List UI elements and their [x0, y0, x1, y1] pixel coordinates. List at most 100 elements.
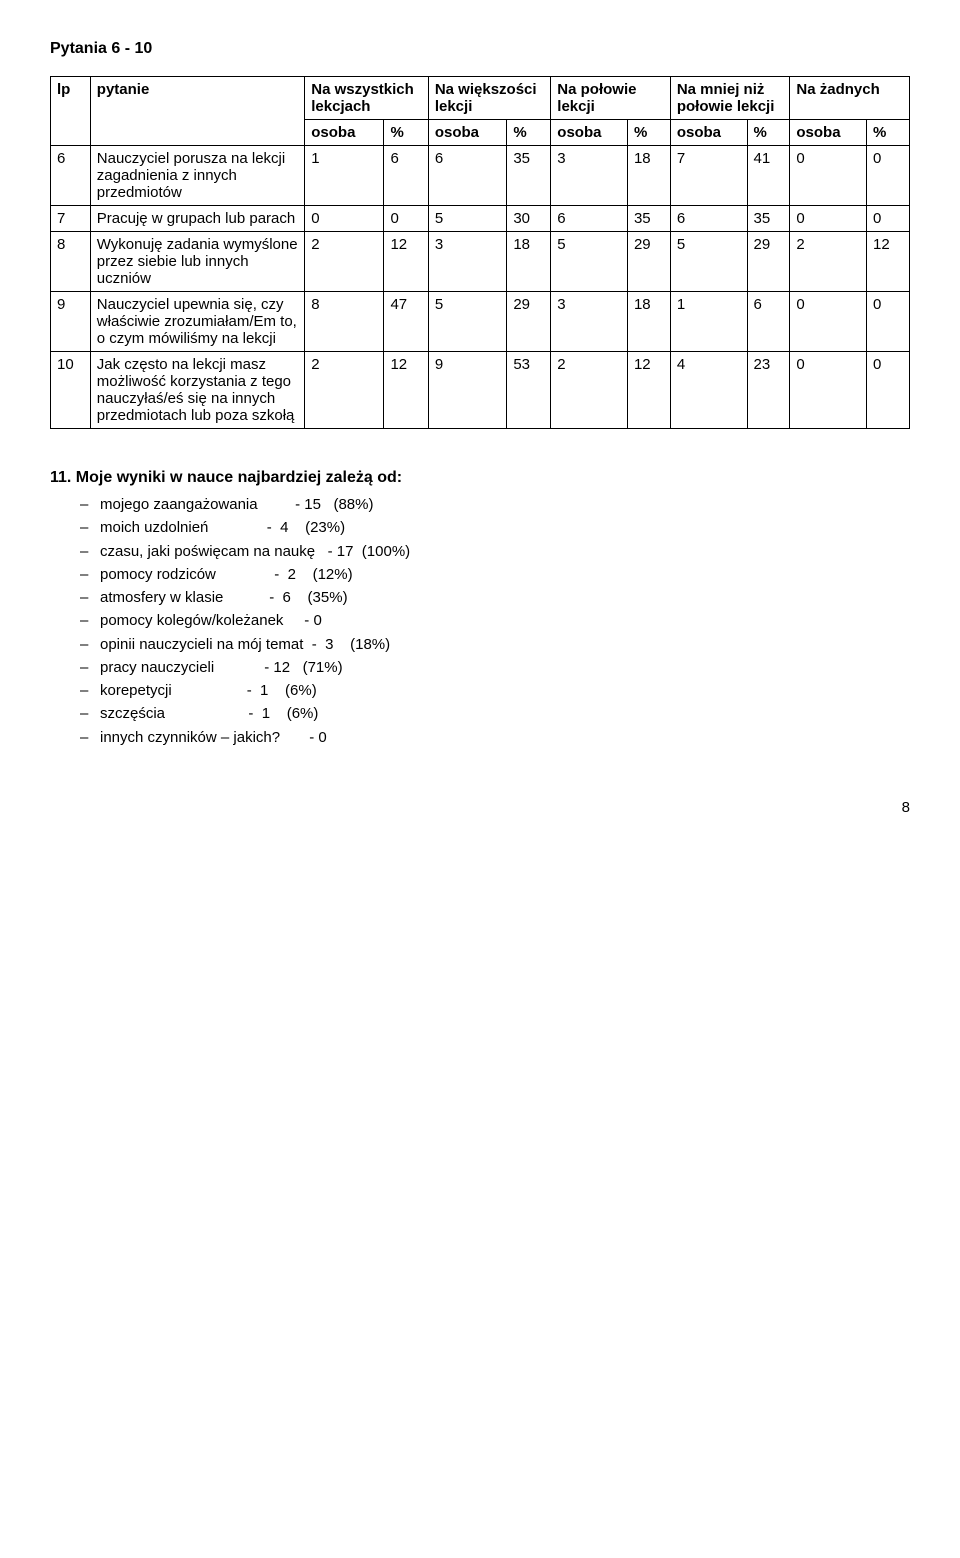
table-row: 6 Nauczyciel porusza na lekcji zagadnieni…	[51, 146, 910, 206]
cell-pct: 18	[507, 232, 551, 292]
page-number: 8	[50, 799, 910, 816]
col-pct: %	[747, 120, 790, 146]
cell-osoba: 2	[305, 232, 384, 292]
cell-lp: 10	[51, 352, 91, 429]
cell-pct: 12	[384, 352, 428, 429]
cell-osoba: 5	[428, 292, 507, 352]
cell-osoba: 2	[551, 352, 628, 429]
answer-label: pracy nauczycieli	[100, 656, 264, 679]
answer-value: - 0	[309, 726, 327, 749]
col-pct: %	[384, 120, 428, 146]
cell-osoba: 3	[551, 146, 628, 206]
cell-osoba: 0	[790, 352, 867, 429]
question-11-list: mojego zaangażowania - 15 (88%)moich uzd…	[50, 493, 910, 749]
cell-pct: 0	[867, 146, 910, 206]
cell-pct: 0	[867, 292, 910, 352]
answer-label: atmosfery w klasie	[100, 586, 269, 609]
col-wiekszosci: Na większości lekcji	[428, 77, 550, 120]
cell-osoba: 0	[790, 146, 867, 206]
cell-osoba: 0	[790, 292, 867, 352]
cell-osoba: 0	[305, 206, 384, 232]
cell-osoba: 4	[670, 352, 747, 429]
cell-pytanie: Wykonuję zadania wymyślone przez siebie …	[90, 232, 304, 292]
answer-value: - 2 (12%)	[274, 563, 352, 586]
cell-pct: 0	[867, 206, 910, 232]
col-wszystkich: Na wszystkich lekcjach	[305, 77, 429, 120]
cell-osoba: 6	[551, 206, 628, 232]
cell-osoba: 6	[670, 206, 747, 232]
col-pct: %	[867, 120, 910, 146]
cell-pct: 35	[507, 146, 551, 206]
question-11-title: 11. Moje wyniki w nauce najbardziej zale…	[50, 469, 910, 487]
table-row: 7Pracuję w grupach lub parach00530635635…	[51, 206, 910, 232]
answer-label: czasu, jaki poświęcam na naukę	[100, 540, 328, 563]
cell-pct: 12	[867, 232, 910, 292]
cell-osoba: 8	[305, 292, 384, 352]
col-zadnych: Na żadnych	[790, 77, 910, 120]
cell-osoba: 3	[551, 292, 628, 352]
col-pct: %	[507, 120, 551, 146]
col-osoba: osoba	[551, 120, 628, 146]
cell-pct: 29	[627, 232, 670, 292]
list-item: szczęścia - 1 (6%)	[80, 702, 910, 725]
col-osoba: osoba	[670, 120, 747, 146]
cell-pytanie: Nauczyciel porusza na lekcji zagadnienia…	[90, 146, 304, 206]
cell-osoba: 2	[305, 352, 384, 429]
answer-value: - 17 (100%)	[328, 540, 411, 563]
col-mniej: Na mniej niż połowie lekcji	[670, 77, 790, 120]
list-item: mojego zaangażowania - 15 (88%)	[80, 493, 910, 516]
cell-pct: 47	[384, 292, 428, 352]
cell-osoba: 9	[428, 352, 507, 429]
answer-label: mojego zaangażowania	[100, 493, 295, 516]
list-item: atmosfery w klasie - 6 (35%)	[80, 586, 910, 609]
cell-pct: 18	[627, 292, 670, 352]
col-pytanie: pytanie	[90, 77, 304, 146]
cell-pct: 29	[747, 232, 790, 292]
answer-label: innych czynników – jakich?	[100, 726, 309, 749]
answer-value: - 1 (6%)	[247, 679, 317, 702]
cell-pytanie: Nauczyciel upewnia się, czy właściwie zr…	[90, 292, 304, 352]
cell-pct: 53	[507, 352, 551, 429]
col-pct: %	[627, 120, 670, 146]
cell-osoba: 0	[790, 206, 867, 232]
list-item: moich uzdolnień - 4 (23%)	[80, 516, 910, 539]
cell-osoba: 1	[670, 292, 747, 352]
answer-label: pomocy rodziców	[100, 563, 274, 586]
cell-lp: 7	[51, 206, 91, 232]
cell-lp: 9	[51, 292, 91, 352]
cell-pct: 23	[747, 352, 790, 429]
answer-label: pomocy kolegów/koleżanek	[100, 609, 304, 632]
col-lp: lp	[51, 77, 91, 146]
cell-osoba: 5	[670, 232, 747, 292]
cell-osoba: 7	[670, 146, 747, 206]
col-polowie: Na połowie lekcji	[551, 77, 671, 120]
list-item: czasu, jaki poświęcam na naukę - 17 (100…	[80, 540, 910, 563]
list-item: innych czynników – jakich? - 0	[80, 726, 910, 749]
cell-osoba: 2	[790, 232, 867, 292]
cell-osoba: 6	[428, 146, 507, 206]
cell-pytanie: Jak często na lekcji masz możliwość korz…	[90, 352, 304, 429]
answer-label: korepetycji	[100, 679, 247, 702]
cell-pct: 35	[627, 206, 670, 232]
cell-pct: 0	[384, 206, 428, 232]
list-item: pracy nauczycieli - 12 (71%)	[80, 656, 910, 679]
survey-table: lp pytanie Na wszystkich lekcjach Na wię…	[50, 76, 910, 429]
cell-pct: 35	[747, 206, 790, 232]
answer-value: - 12 (71%)	[264, 656, 342, 679]
cell-osoba: 5	[551, 232, 628, 292]
cell-pct: 6	[747, 292, 790, 352]
page-title: Pytania 6 - 10	[50, 40, 910, 58]
cell-osoba: 3	[428, 232, 507, 292]
cell-pct: 12	[384, 232, 428, 292]
cell-pct: 41	[747, 146, 790, 206]
list-item: pomocy rodziców - 2 (12%)	[80, 563, 910, 586]
col-osoba: osoba	[305, 120, 384, 146]
cell-pct: 29	[507, 292, 551, 352]
cell-pct: 30	[507, 206, 551, 232]
answer-value: - 15 (88%)	[295, 493, 373, 516]
col-osoba: osoba	[790, 120, 867, 146]
answer-value: - 3 (18%)	[312, 633, 390, 656]
list-item: korepetycji - 1 (6%)	[80, 679, 910, 702]
table-row: 10Jak często na lekcji masz możliwość ko…	[51, 352, 910, 429]
cell-pct: 12	[627, 352, 670, 429]
